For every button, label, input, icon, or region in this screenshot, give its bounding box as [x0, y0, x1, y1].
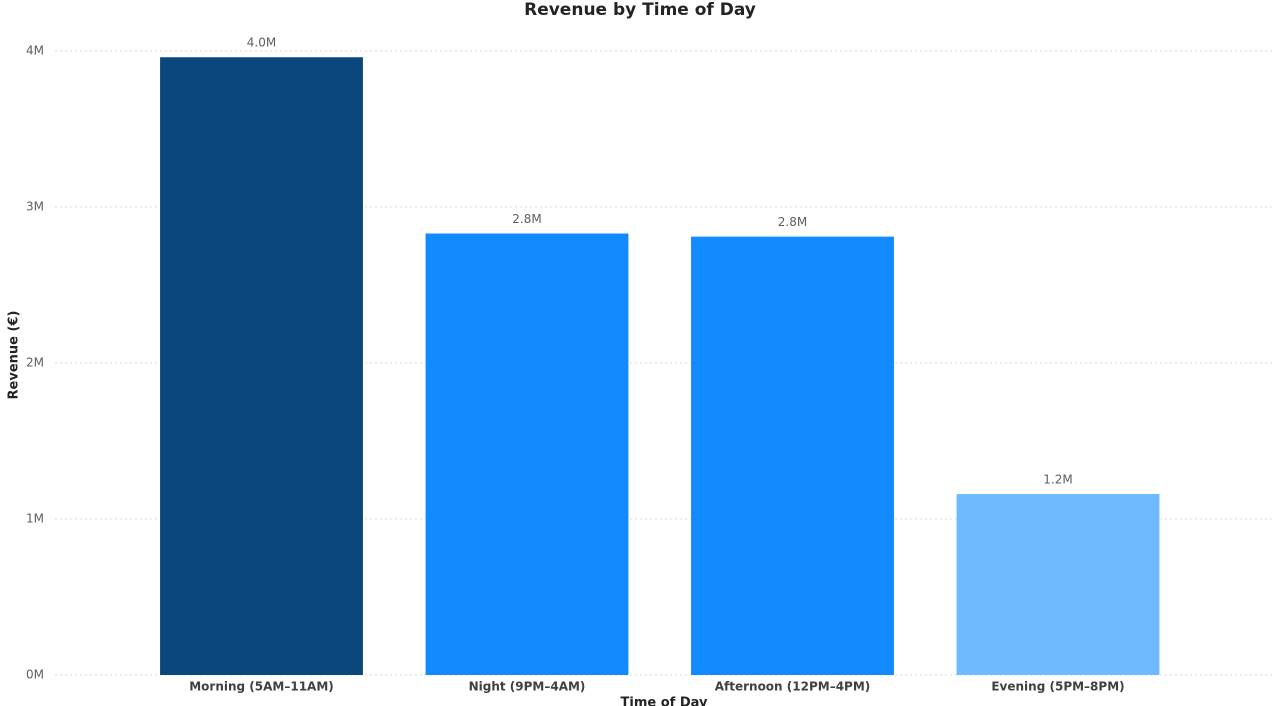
- value-label: 1.2M: [1043, 473, 1072, 487]
- y-tick-label: 4M: [26, 44, 44, 58]
- bar: [691, 236, 894, 675]
- x-tick-label: Afternoon (12PM–4PM): [715, 680, 871, 694]
- chart-title: Revenue by Time of Day: [524, 0, 756, 20]
- y-tick-label: 0M: [26, 668, 44, 682]
- x-tick-label: Morning (5AM–11AM): [189, 680, 334, 694]
- bar: [160, 57, 363, 676]
- y-tick-label: 3M: [26, 200, 44, 214]
- value-label: 4.0M: [247, 36, 276, 50]
- bar: [956, 494, 1160, 675]
- y-axis-title: Revenue (€): [7, 311, 22, 400]
- x-axis-title: Time of Day: [621, 696, 708, 706]
- x-tick-label: Night (9PM–4AM): [469, 680, 586, 694]
- y-tick-label: 2M: [26, 356, 44, 370]
- x-tick-label: Evening (5PM–8PM): [991, 680, 1124, 694]
- bar: [425, 233, 629, 675]
- value-label: 2.8M: [512, 212, 541, 226]
- y-tick-label: 1M: [26, 512, 44, 526]
- value-label: 2.8M: [778, 215, 807, 229]
